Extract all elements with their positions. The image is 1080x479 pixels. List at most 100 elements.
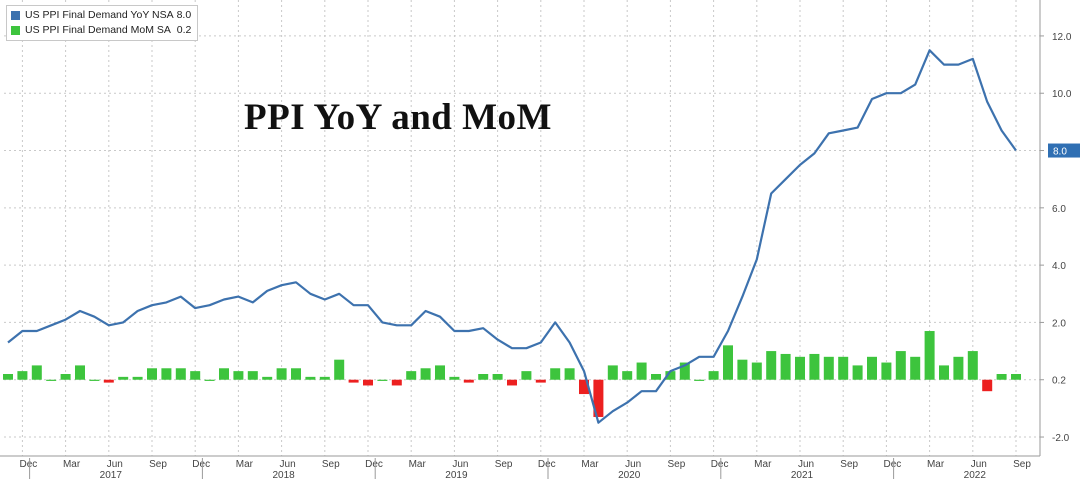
- legend: US PPI Final Demand YoY NSA 8.0 US PPI F…: [6, 5, 199, 41]
- mom-bar: [75, 365, 85, 380]
- mom-bar: [89, 379, 100, 381]
- mom-bar: [694, 379, 705, 381]
- mom-bar: [190, 371, 201, 380]
- y-tick-label: 4.0: [1052, 261, 1066, 272]
- mom-bar: [262, 376, 273, 380]
- mom-bar: [420, 368, 431, 380]
- mom-bar: [31, 365, 42, 380]
- x-tick-label: Jun: [107, 459, 123, 470]
- x-year-label: 2019: [445, 470, 468, 479]
- mom-bar: [1011, 374, 1021, 380]
- green-square-icon: [11, 26, 20, 35]
- mom-bar: [319, 376, 330, 380]
- legend-value-mom: 0.2: [176, 24, 192, 36]
- mom-bar: [492, 374, 503, 380]
- mom-bar: [579, 379, 589, 395]
- x-tick-label: Mar: [63, 459, 81, 470]
- mom-bar: [507, 379, 517, 386]
- yoy-series-line: [7, 49, 1017, 424]
- legend-item-mom: US PPI Final Demand MoM SA 0.2: [11, 23, 191, 38]
- mom-bar: [305, 376, 316, 380]
- mom-bar: [823, 356, 834, 380]
- mom-bar: [247, 371, 258, 380]
- mom-bar: [939, 365, 949, 380]
- last-value-label: 8.0: [1053, 147, 1067, 158]
- mom-bar: [478, 374, 489, 380]
- mom-bar: [17, 371, 28, 380]
- mom-bar: [233, 371, 244, 380]
- mom-bar: [910, 356, 921, 380]
- mom-bar: [276, 368, 287, 380]
- mom-bar: [463, 379, 474, 383]
- legend-label-mom: US PPI Final Demand MoM SA: [25, 24, 171, 36]
- x-tick-label: Jun: [280, 459, 296, 470]
- mom-bar: [881, 362, 892, 380]
- x-year-label: 2021: [791, 470, 814, 479]
- mom-bar: [550, 368, 561, 380]
- x-tick-label: Sep: [668, 459, 686, 470]
- x-year-label: 2017: [100, 470, 123, 479]
- mom-bar: [564, 368, 575, 380]
- y-tick-label: 10.0: [1052, 89, 1072, 100]
- last-value-tag: [1048, 143, 1080, 158]
- mom-bar: [3, 374, 13, 380]
- mom-bar: [535, 379, 546, 383]
- x-year-label: 2018: [272, 470, 295, 479]
- mom-bar: [291, 368, 301, 380]
- mom-bar: [751, 362, 762, 380]
- y-tick-label: 2.0: [1052, 318, 1066, 329]
- mom-bars: [3, 331, 1021, 417]
- mom-bar: [219, 368, 229, 380]
- mom-bar: [521, 371, 532, 380]
- blue-square-icon: [11, 11, 20, 20]
- mom-bar: [795, 356, 805, 380]
- mom-bar: [852, 365, 863, 380]
- mom-bar: [766, 351, 777, 380]
- mom-bar: [593, 379, 604, 417]
- legend-value-yoy: 8.0: [176, 9, 192, 21]
- mom-bar: [780, 353, 791, 380]
- mom-bar: [723, 345, 733, 380]
- mom-bar: [924, 331, 935, 380]
- legend-label-yoy: US PPI Final Demand YoY NSA: [25, 9, 174, 21]
- x-tick-label: Dec: [20, 459, 38, 470]
- mom-bar: [982, 379, 993, 392]
- mom-bar: [60, 374, 71, 380]
- x-tick-label: Dec: [884, 459, 902, 470]
- mom-bar: [809, 353, 820, 380]
- x-axis: Dec Mar Jun Sep Dec Mar Jun Sep Dec Mar Jun Sep Dec M…: [0, 455, 1040, 479]
- x-tick-label: Mar: [927, 459, 945, 470]
- x-tick-label: Mar: [581, 459, 599, 470]
- mom-bar: [348, 379, 359, 383]
- x-year-label: 2022: [964, 470, 987, 479]
- x-tick-label: Dec: [538, 459, 556, 470]
- x-tick-label: Dec: [711, 459, 729, 470]
- mom-bar: [622, 371, 633, 380]
- y-tick-label: 0.2: [1052, 376, 1066, 387]
- mom-bar: [377, 379, 388, 381]
- mom-bar: [391, 379, 402, 386]
- yoy-line-layer: [7, 49, 1017, 424]
- mom-bar: [118, 376, 129, 380]
- x-tick-label: Mar: [236, 459, 254, 470]
- mom-bar: [967, 351, 978, 380]
- y-tick-label: 12.0: [1052, 32, 1072, 43]
- mom-bar: [147, 368, 157, 380]
- mom-bar: [607, 365, 618, 380]
- mom-bar: [867, 356, 877, 380]
- mom-bar: [636, 362, 647, 380]
- mom-bar: [708, 371, 719, 380]
- y-tick-label: 6.0: [1052, 204, 1066, 215]
- mom-bar: [46, 379, 57, 381]
- mom-bar: [334, 359, 345, 380]
- x-tick-label: Sep: [495, 459, 513, 470]
- mom-bar: [406, 371, 417, 380]
- y-tick-label: -2.0: [1052, 433, 1070, 444]
- x-tick-label: Sep: [149, 459, 167, 470]
- x-tick-label: Sep: [1013, 459, 1031, 470]
- x-tick-label: Sep: [322, 459, 340, 470]
- legend-item-yoy: US PPI Final Demand YoY NSA 8.0: [11, 8, 191, 23]
- mom-bar: [204, 379, 215, 381]
- mom-bar: [737, 359, 748, 380]
